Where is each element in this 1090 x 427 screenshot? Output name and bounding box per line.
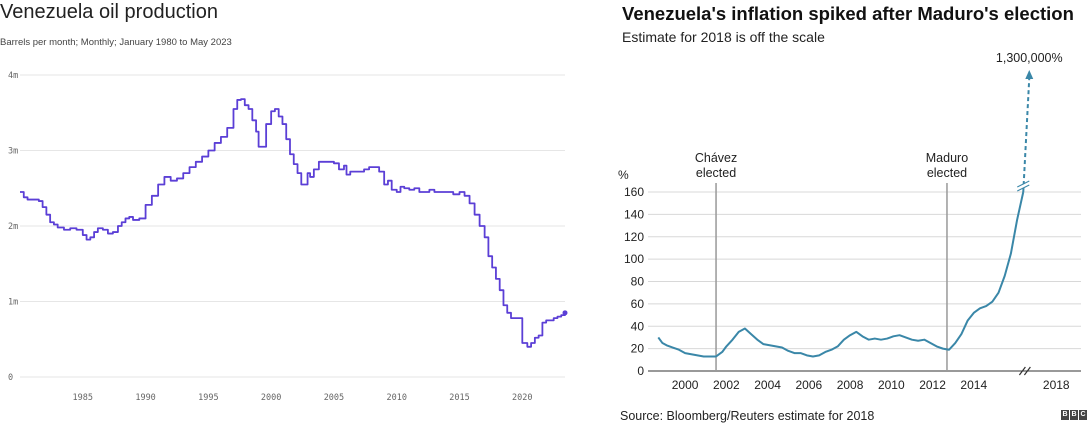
- y-tick-label: 140: [624, 207, 644, 221]
- annotation-label: Maduro: [926, 151, 968, 165]
- x-tick-label: 2015: [449, 393, 469, 403]
- x-tick-label: 2010: [386, 393, 406, 403]
- inflation-plot: 0 20 40 60 80 100 120 140 160% 2000 2002 2004 2006 20…: [618, 51, 1081, 392]
- source-note: Source: Bloomberg/Reuters estimate for 2…: [620, 409, 875, 423]
- line-break-mark: [1017, 184, 1030, 192]
- x-tick-label: 2018: [1043, 378, 1070, 392]
- y-tick-label: 0: [8, 373, 13, 383]
- x-tick-label: 2000: [672, 378, 699, 392]
- x-tick-label: 1990: [135, 393, 155, 403]
- annotation-label: 1,300,000%: [996, 51, 1063, 65]
- x-tick-label: 2014: [960, 378, 987, 392]
- oil-production-line: [20, 98, 566, 348]
- annotation-label: elected: [696, 166, 736, 180]
- x-tick-label: 1995: [198, 393, 218, 403]
- y-tick-label: 40: [631, 319, 645, 333]
- y-tick-label: 1m: [8, 298, 18, 308]
- logo-letter: C: [1079, 410, 1087, 420]
- logo-letter: B: [1070, 410, 1078, 420]
- y-tick-label: 0: [637, 364, 644, 378]
- off-scale-arrow-shaft: [1022, 77, 1031, 193]
- x-tick-label: 2000: [261, 393, 281, 403]
- x-tick-label: 1985: [73, 393, 93, 403]
- axis-break-mark: [1023, 366, 1031, 376]
- y-tick-label: 120: [624, 230, 644, 244]
- y-tick-label: 160: [624, 185, 644, 199]
- bbc-logo: B B C: [1061, 410, 1087, 420]
- logo-letter: B: [1061, 410, 1069, 420]
- oil-production-chart-panel: Venezuela oil production Barrels per mon…: [0, 1, 568, 403]
- x-tick-label: 2004: [754, 378, 781, 392]
- y-tick-label: 4m: [8, 71, 18, 81]
- chart-title: Venezuela's inflation spiked after Madur…: [622, 3, 1074, 24]
- x-tick-label: 2002: [713, 378, 740, 392]
- y-axis-unit-label: %: [618, 168, 629, 182]
- x-tick-label: 2010: [878, 378, 905, 392]
- chart-title: Venezuela oil production: [0, 1, 218, 23]
- inflation-line: [657, 191, 1025, 358]
- x-tick-label: 2020: [512, 393, 532, 403]
- x-tick-label: 2012: [919, 378, 946, 392]
- y-tick-label: 2m: [8, 222, 18, 232]
- axis-break-mark: [1018, 366, 1026, 376]
- x-tick-label: 2006: [795, 378, 822, 392]
- y-tick-label: 60: [631, 297, 645, 311]
- annotation-label: Chávez: [695, 151, 737, 165]
- last-point-marker: [562, 310, 568, 316]
- chart-subtitle: Estimate for 2018 is off the scale: [622, 29, 825, 45]
- line-break-gap: [1016, 181, 1030, 191]
- inflation-chart-panel: Venezuela's inflation spiked after Madur…: [608, 0, 1090, 427]
- y-tick-label: 20: [631, 342, 645, 356]
- x-tick-label: 2008: [837, 378, 864, 392]
- off-scale-arrow-head: [1025, 70, 1034, 79]
- y-tick-label: 80: [631, 275, 645, 289]
- y-tick-label: 3m: [8, 147, 18, 157]
- annotation-label: elected: [927, 166, 967, 180]
- y-tick-label: 100: [624, 252, 644, 266]
- oil-production-plot: 0 1m 2m 3m 4m 1985 1990 1995 2000 2005 2010 2015 202…: [8, 71, 568, 403]
- x-tick-label: 2005: [324, 393, 344, 403]
- chart-subtitle: Barrels per month; Monthly; January 1980…: [0, 37, 232, 48]
- line-break-mark: [1017, 180, 1030, 188]
